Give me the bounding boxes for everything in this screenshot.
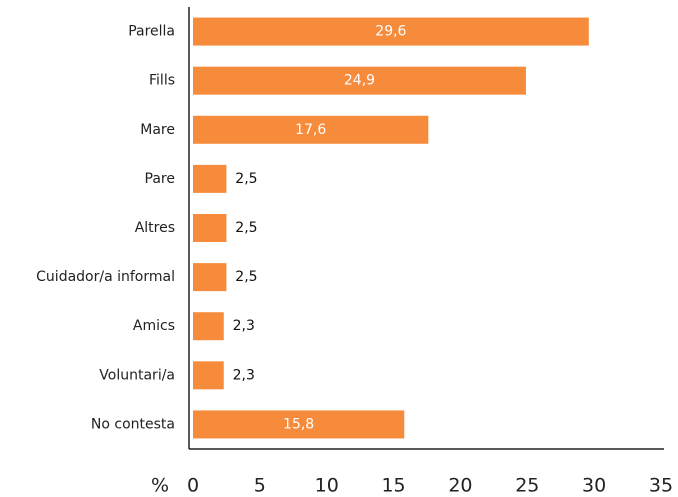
bar [193, 214, 227, 242]
value-label: 2,3 [233, 367, 255, 383]
y-tick-label: Parella [128, 24, 175, 40]
x-tick-label: 35 [649, 475, 673, 497]
x-tick-label: 20 [448, 475, 472, 497]
y-tick-label: Pare [145, 171, 175, 187]
x-tick-label: 15 [381, 475, 405, 497]
bar [193, 312, 224, 341]
x-tick-label: 5 [254, 475, 266, 497]
bar [193, 410, 405, 439]
y-tick-label: Cuidador/a informal [36, 269, 175, 285]
bar [193, 17, 589, 46]
value-label: 24,9 [344, 73, 375, 89]
x-tick-label: 0 [187, 475, 199, 497]
y-tick-label: Fills [149, 73, 175, 89]
y-tick-label: No contesta [91, 416, 175, 432]
bar [193, 115, 429, 144]
bar [193, 263, 227, 292]
value-label: 2,5 [235, 220, 257, 236]
value-label: 2,5 [235, 269, 257, 285]
y-tick-label: Mare [140, 122, 175, 138]
value-label: 15,8 [283, 416, 314, 432]
x-tick-label: 25 [515, 475, 539, 497]
y-tick-label: Voluntari/a [99, 367, 175, 383]
bar [193, 66, 526, 95]
bar [193, 361, 224, 390]
x-tick-label: 10 [315, 475, 339, 497]
y-tick-label: Amics [133, 318, 175, 334]
x-tick-label: 30 [582, 475, 606, 497]
value-label: 17,6 [295, 122, 326, 138]
x-axis-label: % [151, 475, 169, 497]
value-label: 2,5 [235, 171, 257, 187]
bar [193, 164, 227, 193]
y-tick-label: Altres [135, 220, 175, 236]
value-label: 2,3 [233, 318, 255, 334]
value-label: 29,6 [375, 24, 406, 40]
